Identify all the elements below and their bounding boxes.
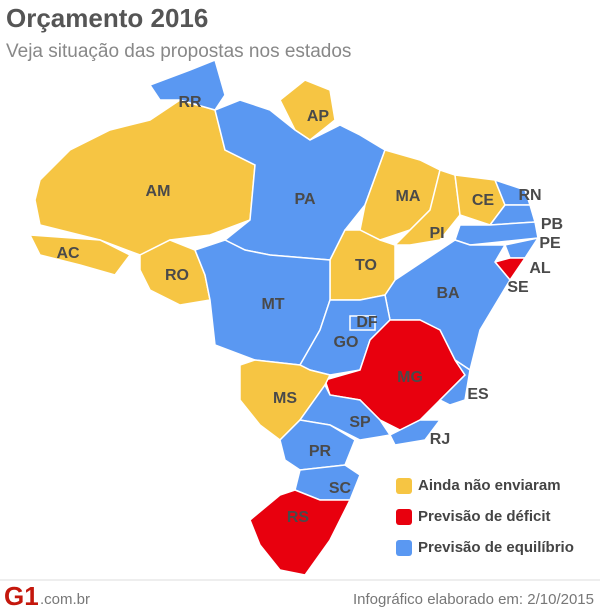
state-label: CE [472,192,495,209]
state [349,315,376,331]
state-label: RN [518,187,541,204]
state-label: MT [261,296,284,313]
legend-label: Previsão de déficit [418,508,551,525]
state [438,359,471,406]
state [214,99,386,261]
state-label: ES [467,386,489,403]
legend-swatch [396,478,412,494]
legend-label: Ainda não enviaram [418,477,561,494]
state-label: AP [307,108,330,125]
state-label: PE [539,235,561,252]
state-label: MG [397,369,423,386]
map [28,58,540,576]
state-label: PA [294,191,315,208]
state-label: AM [146,183,171,200]
state-label: AL [529,260,551,277]
subtitle: Veja situação das propostas nos estados [6,41,351,62]
state-label: SE [507,279,529,296]
state-label: RO [165,267,189,284]
legend-swatch [396,540,412,556]
state-label: PI [429,225,444,242]
state-label: RR [178,94,202,111]
state-label: GO [334,334,359,351]
title: Orçamento 2016 [6,3,208,33]
legend: Ainda não enviaram Previsão de déficit Pre… [396,477,574,556]
state-label: SC [329,480,352,497]
state-label: PB [541,216,563,233]
state [249,489,352,576]
logo: G1 [4,581,39,611]
state [279,419,356,471]
state [28,234,132,276]
legend-swatch [396,509,412,525]
state-label: SP [349,414,371,431]
state-label: RS [287,509,310,526]
state-label: BA [436,285,460,302]
domain: .com.br [40,591,90,608]
state-label: RJ [430,431,450,448]
credit: Infográfico elaborado em: 2/10/2015 [353,591,594,608]
state [388,419,442,446]
state-label: TO [355,257,377,274]
state-label: MA [396,188,421,205]
state-label: MS [273,390,297,407]
state-label: PR [309,443,332,460]
state-label: AC [56,245,80,262]
state [148,58,226,111]
legend-label: Previsão de equilíbrio [418,539,574,556]
state-label: DF [356,314,378,331]
